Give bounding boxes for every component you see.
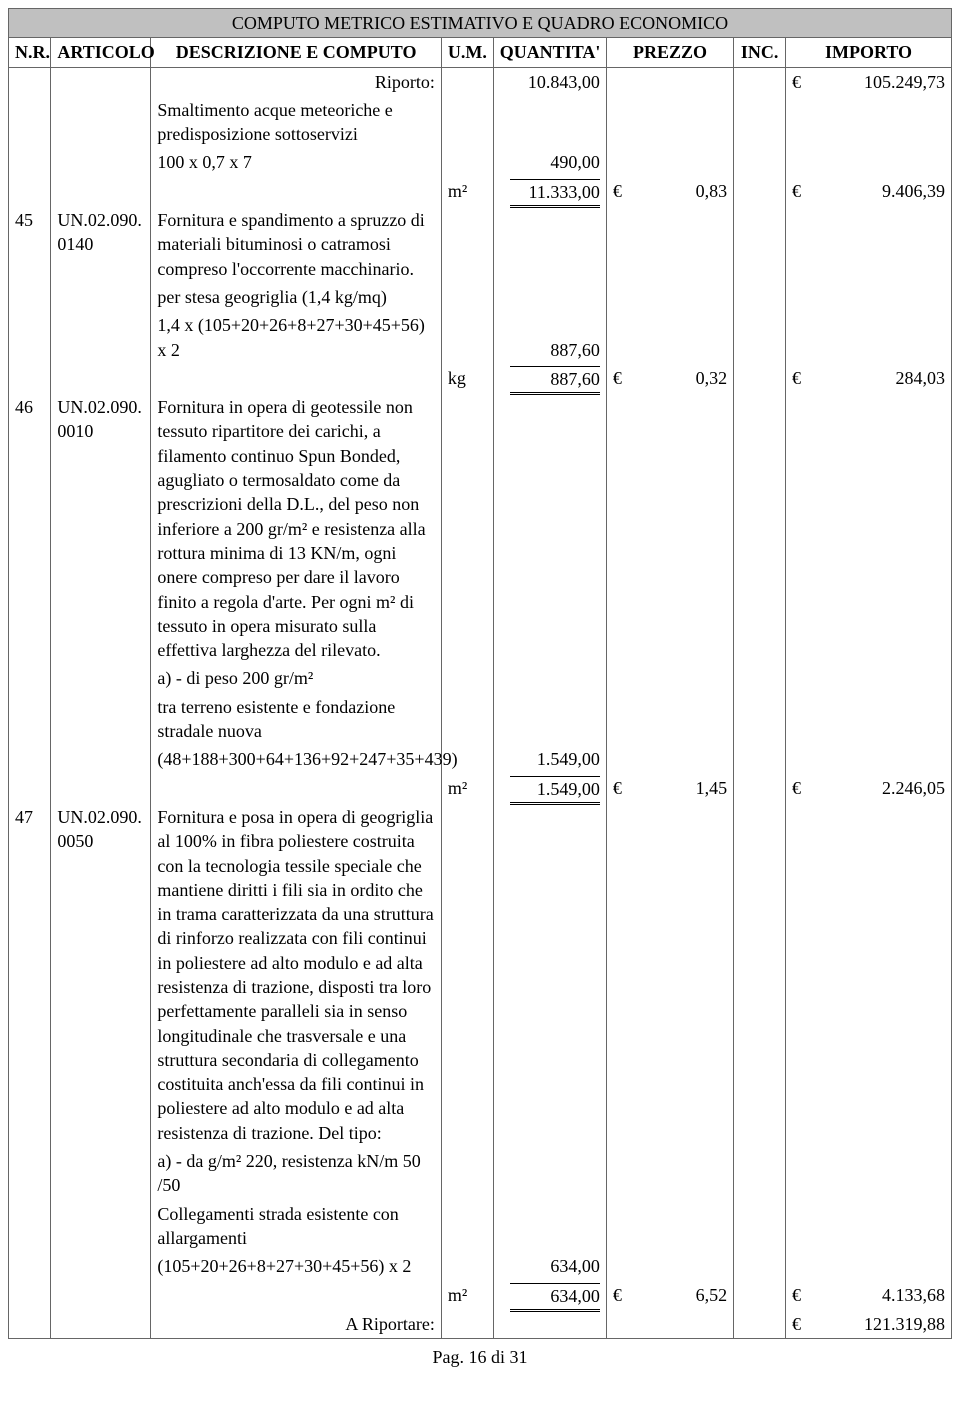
r0-desc: Smaltimento acque meteoriche e predispos… xyxy=(157,98,434,147)
r0-prezzo: € 0,83 xyxy=(606,177,733,206)
r45-prezzo: € 0,32 xyxy=(606,364,733,393)
col-quantita: QUANTITA' xyxy=(493,38,606,67)
r45-sum-row: kg 887,60 € 0,32 € 284,03 xyxy=(9,364,952,393)
r46-calc: (48+188+300+64+136+92+247+35+439) xyxy=(157,747,434,771)
r46-calc-val: 1.549,00 xyxy=(493,393,606,773)
r46-art: UN.02.090.0010 xyxy=(51,393,151,773)
r46-desc2: a) - di peso 200 gr/m² xyxy=(157,666,434,690)
riporto-qty: 10.843,00 xyxy=(493,67,606,96)
ariportare-row: A Riportare: € 121.319,88 xyxy=(9,1310,952,1339)
r45-desc1: Fornitura e spandimento a spruzzo di mat… xyxy=(157,208,434,281)
r46-nr: 46 xyxy=(9,393,51,773)
r46-sum-row: m² 1.549,00 € 1,45 € 2.246,05 xyxy=(9,774,952,803)
r47-um: m² xyxy=(441,1281,493,1310)
riporto-importo: € 105.249,73 xyxy=(786,67,952,96)
r46-row: 46 UN.02.090.0010 Fornitura in opera di … xyxy=(9,393,952,773)
r45-art: UN.02.090.0140 xyxy=(51,206,151,364)
r0-importo: € 9.406,39 xyxy=(786,177,952,206)
col-articolo: ARTICOLO xyxy=(51,38,151,67)
r47-nr: 47 xyxy=(9,803,51,1281)
r47-desc1: Fornitura e posa in opera di geogriglia … xyxy=(157,805,434,1145)
r45-um: kg xyxy=(441,364,493,393)
r47-art: UN.02.090.0050 xyxy=(51,803,151,1281)
r0-desc-row: Smaltimento acque meteoriche e predispos… xyxy=(9,96,952,177)
r0-um: m² xyxy=(441,177,493,206)
page-title: COMPUTO METRICO ESTIMATIVO E QUADRO ECON… xyxy=(9,9,952,38)
r45-nr: 45 xyxy=(9,206,51,364)
col-prezzo: PREZZO xyxy=(606,38,733,67)
computo-table: COMPUTO METRICO ESTIMATIVO E QUADRO ECON… xyxy=(8,8,952,1339)
r0-calc-val: 490,00 xyxy=(493,96,606,177)
riporto-label: Riporto: xyxy=(151,67,441,96)
r45-qty-sum: 887,60 xyxy=(510,366,600,391)
r45-calc-val: 887,60 xyxy=(493,206,606,364)
r45-importo: € 284,03 xyxy=(786,364,952,393)
riporto-row: Riporto: 10.843,00 € 105.249,73 xyxy=(9,67,952,96)
r46-importo: € 2.246,05 xyxy=(786,774,952,803)
page-footer: Pag. 16 di 31 xyxy=(8,1339,952,1368)
col-inc: INC. xyxy=(734,38,786,67)
header-row: N.R. ARTICOLO DESCRIZIONE E COMPUTO U.M.… xyxy=(9,38,952,67)
r47-desc3: Collegamenti strada esistente con allarg… xyxy=(157,1202,434,1251)
r46-qty-sum: 1.549,00 xyxy=(510,776,600,801)
title-row: COMPUTO METRICO ESTIMATIVO E QUADRO ECON… xyxy=(9,9,952,38)
r47-sum-row: m² 634,00 € 6,52 € 4.133,68 xyxy=(9,1281,952,1310)
r46-prezzo: € 1,45 xyxy=(606,774,733,803)
col-nr: N.R. xyxy=(9,38,51,67)
r47-qty-sum: 634,00 xyxy=(510,1283,600,1308)
r46-desc1: Fornitura in opera di geotessile non tes… xyxy=(157,395,434,662)
col-importo: IMPORTO xyxy=(786,38,952,67)
ariportare-label: A Riportare: xyxy=(151,1310,441,1339)
r46-desc3: tra terreno esistente e fondazione strad… xyxy=(157,695,434,744)
r0-calc: 100 x 0,7 x 7 xyxy=(157,150,434,174)
r45-row: 45 UN.02.090.0140 Fornitura e spandiment… xyxy=(9,206,952,364)
r45-calc: 1,4 x (105+20+26+8+27+30+45+56) x 2 xyxy=(157,313,434,362)
r46-um: m² xyxy=(441,774,493,803)
r47-calc: (105+20+26+8+27+30+45+56) x 2 xyxy=(157,1254,434,1278)
r45-desc2: per stesa geogriglia (1,4 kg/mq) xyxy=(157,285,434,309)
col-descrizione: DESCRIZIONE E COMPUTO xyxy=(151,38,441,67)
r47-row: 47 UN.02.090.0050 Fornitura e posa in op… xyxy=(9,803,952,1281)
ariportare-importo: € 121.319,88 xyxy=(786,1310,952,1339)
r0-sum-row: m² 11.333,00 € 0,83 € 9.406,39 xyxy=(9,177,952,206)
col-um: U.M. xyxy=(441,38,493,67)
r47-desc2: a) - da g/m² 220, resistenza kN/m 50 /50 xyxy=(157,1149,434,1198)
r0-qty-sum: 11.333,00 xyxy=(510,179,600,204)
r47-importo: € 4.133,68 xyxy=(786,1281,952,1310)
r47-calc-val: 634,00 xyxy=(493,803,606,1281)
r47-prezzo: € 6,52 xyxy=(606,1281,733,1310)
